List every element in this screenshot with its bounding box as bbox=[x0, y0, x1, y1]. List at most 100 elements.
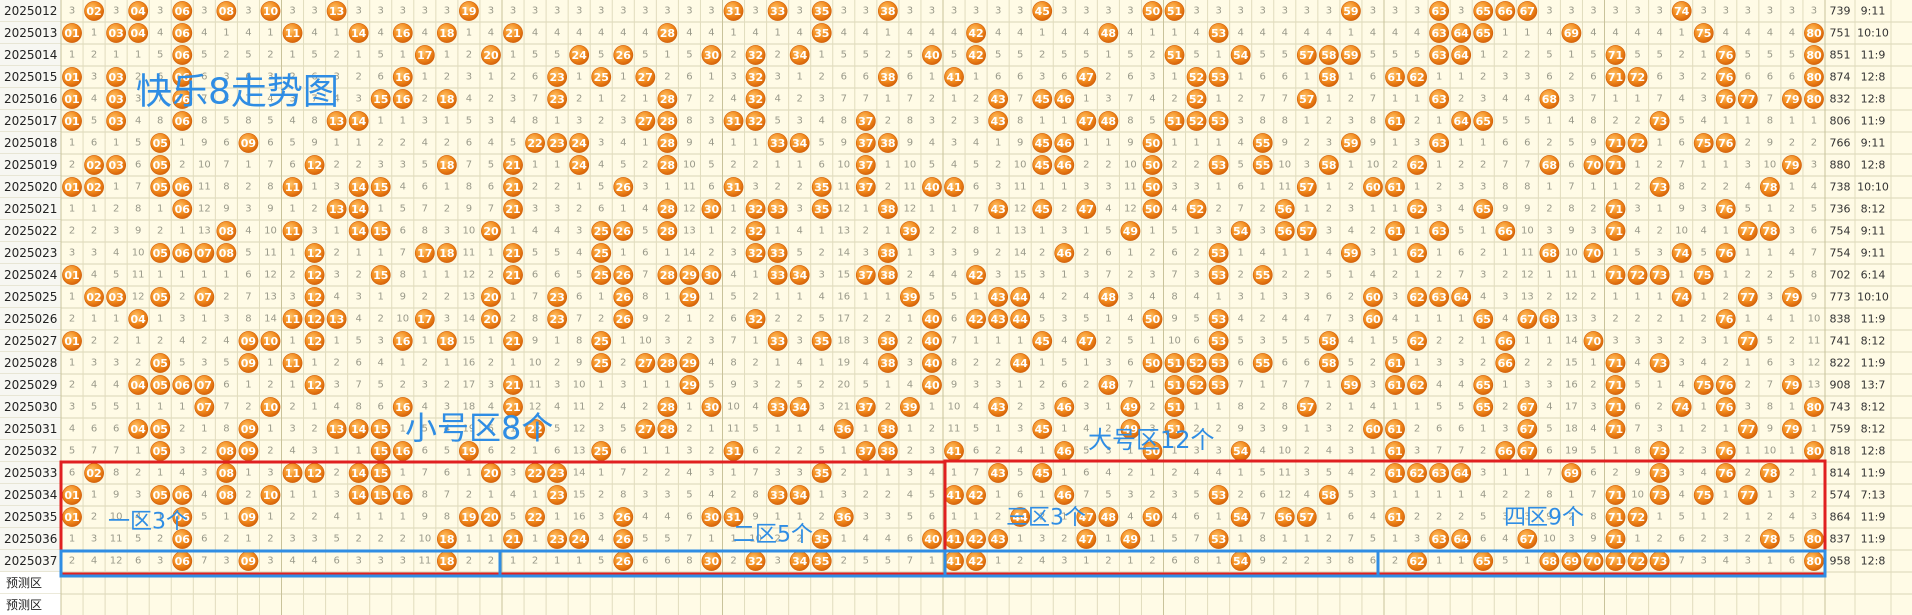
omission-count: 2 bbox=[1458, 160, 1464, 171]
ball bbox=[150, 243, 171, 263]
omission-count: 7 bbox=[223, 160, 229, 171]
drawn-number: 11 bbox=[285, 467, 300, 480]
omission-count: 6 bbox=[135, 160, 141, 171]
omission-count: 1 bbox=[1370, 204, 1376, 215]
drawn-number: 66 bbox=[1498, 225, 1514, 238]
omission-count: 1 bbox=[1304, 534, 1310, 545]
ball bbox=[128, 309, 149, 329]
omission-count: 2 bbox=[1723, 358, 1729, 369]
omission-count: 3 bbox=[1789, 6, 1795, 17]
ball bbox=[1208, 111, 1229, 131]
omission-count: 1 bbox=[1480, 226, 1486, 237]
drawn-number: 54 bbox=[1233, 445, 1249, 458]
omission-count: 5 bbox=[841, 50, 847, 61]
omission-count: 2 bbox=[598, 402, 604, 413]
omission-count: 4 bbox=[973, 402, 979, 413]
omission-count: 6 bbox=[333, 556, 339, 567]
omission-count: 1 bbox=[333, 28, 339, 39]
drawn-number: 06 bbox=[175, 27, 191, 40]
ball bbox=[414, 243, 435, 263]
issue-number: 2025021 bbox=[4, 202, 57, 216]
ball bbox=[392, 485, 413, 505]
ball bbox=[1627, 507, 1648, 527]
drawn-number: 25 bbox=[594, 357, 609, 370]
omission-count: 3 bbox=[1414, 534, 1420, 545]
drawn-number: 04 bbox=[131, 313, 147, 326]
omission-count: 1 bbox=[730, 468, 736, 479]
issue-number: 2025037 bbox=[4, 554, 57, 568]
drawn-number: 60 bbox=[1365, 291, 1381, 304]
omission-count: 8 bbox=[113, 468, 119, 479]
omission-count: 3 bbox=[1414, 138, 1420, 149]
ball bbox=[172, 485, 193, 505]
ball bbox=[701, 397, 722, 417]
ball bbox=[657, 199, 678, 219]
drawn-number: 34 bbox=[792, 269, 808, 282]
omission-count: 3 bbox=[135, 490, 141, 501]
odd-even-ratio: 6:14 bbox=[1861, 269, 1886, 282]
omission-count: 3 bbox=[1789, 358, 1795, 369]
drawn-number: 77 bbox=[1740, 489, 1755, 502]
omission-count: 4 bbox=[1723, 556, 1729, 567]
issue-number: 2025022 bbox=[4, 224, 57, 238]
ball bbox=[1715, 375, 1736, 395]
drawn-number: 79 bbox=[1784, 379, 1799, 392]
omission-count: 2 bbox=[1171, 468, 1177, 479]
drawn-number: 71 bbox=[1608, 533, 1623, 546]
omission-count: 13 bbox=[683, 226, 696, 237]
omission-count: 3 bbox=[510, 6, 516, 17]
ball bbox=[1142, 507, 1163, 527]
drawn-number: 08 bbox=[219, 5, 234, 18]
sum-value: 806 bbox=[1830, 115, 1851, 128]
omission-count: 3 bbox=[1480, 468, 1486, 479]
omission-count: 2 bbox=[752, 160, 758, 171]
omission-count: 2 bbox=[444, 204, 450, 215]
ball bbox=[172, 177, 193, 197]
omission-count: 9 bbox=[730, 380, 736, 391]
ball bbox=[1649, 177, 1670, 197]
drawn-number: 17 bbox=[417, 247, 432, 260]
omission-count: 4 bbox=[1745, 182, 1751, 193]
omission-count: 1 bbox=[1678, 314, 1684, 325]
ball bbox=[260, 485, 281, 505]
odd-even-ratio: 11:9 bbox=[1861, 467, 1886, 480]
omission-count: 1 bbox=[1723, 424, 1729, 435]
omission-count: 3 bbox=[1546, 6, 1552, 17]
omission-count: 6 bbox=[91, 424, 97, 435]
omission-count: 4 bbox=[576, 248, 582, 259]
omission-count: 3 bbox=[1237, 116, 1243, 127]
omission-count: 1 bbox=[796, 72, 802, 83]
omission-count: 1 bbox=[1017, 336, 1023, 347]
omission-count: 1 bbox=[1634, 292, 1640, 303]
drawn-number: 50 bbox=[1145, 203, 1161, 216]
omission-count: 5 bbox=[1458, 402, 1464, 413]
omission-count: 1 bbox=[1061, 270, 1067, 281]
ball bbox=[591, 221, 612, 241]
omission-count: 4 bbox=[532, 28, 538, 39]
omission-count: 1 bbox=[1304, 424, 1310, 435]
omission-count: 12 bbox=[1124, 204, 1137, 215]
omission-count: 4 bbox=[267, 94, 273, 105]
omission-count: 1 bbox=[1789, 182, 1795, 193]
omission-count: 6 bbox=[686, 72, 692, 83]
omission-count: 5 bbox=[400, 204, 406, 215]
omission-count: 6 bbox=[1436, 424, 1442, 435]
omission-count: 9 bbox=[1546, 512, 1552, 523]
omission-count: 4 bbox=[1370, 270, 1376, 281]
omission-count: 5 bbox=[1061, 50, 1067, 61]
omission-count: 2 bbox=[1304, 446, 1310, 457]
omission-count: 2 bbox=[1634, 182, 1640, 193]
drawn-number: 51 bbox=[1167, 49, 1182, 62]
omission-count: 4 bbox=[1678, 94, 1684, 105]
drawn-number: 01 bbox=[64, 269, 79, 282]
omission-count: 6 bbox=[1171, 248, 1177, 259]
ball bbox=[326, 111, 347, 131]
ball bbox=[106, 67, 127, 87]
omission-count: 3 bbox=[488, 380, 494, 391]
drawn-number: 21 bbox=[505, 379, 520, 392]
sum-value: 702 bbox=[1830, 269, 1851, 282]
omission-count: 6 bbox=[532, 270, 538, 281]
omission-count: 2 bbox=[1392, 556, 1398, 567]
omission-count: 1 bbox=[69, 50, 75, 61]
omission-count: 2 bbox=[819, 248, 825, 259]
